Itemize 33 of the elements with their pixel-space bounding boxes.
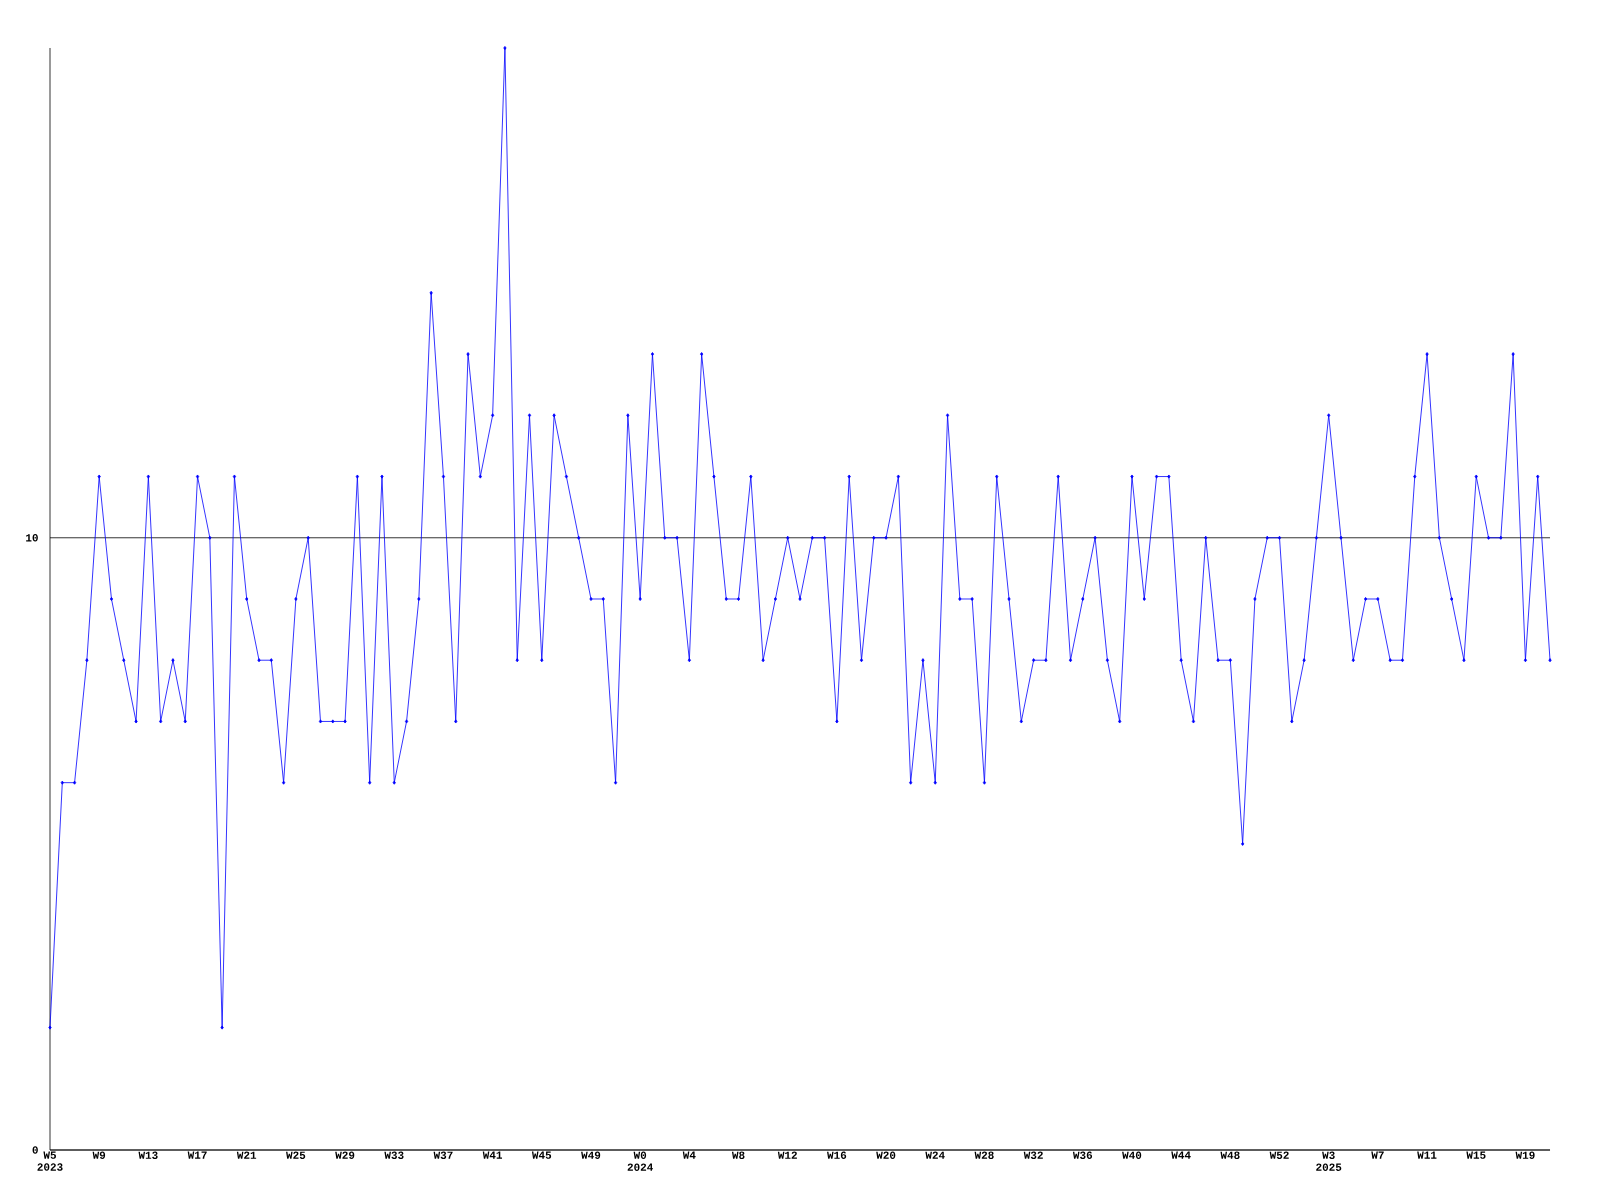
x-tick-label: W36: [1072, 1151, 1093, 1159]
x-tick-label: W15: [1466, 1151, 1486, 1159]
x-tick-label: W40: [1122, 1151, 1142, 1159]
x-tick-label: W29: [335, 1151, 355, 1159]
x-tick-label: W0 2024: [627, 1151, 653, 1171]
x-tick-label: W49: [581, 1151, 601, 1159]
x-tick-label: W48: [1220, 1151, 1240, 1159]
x-tick-label: W11: [1417, 1151, 1437, 1159]
x-tick-label: W16: [827, 1151, 847, 1159]
x-tick-label: W52: [1269, 1151, 1289, 1159]
x-tick-label: W12: [777, 1151, 797, 1159]
x-tick-label: W4: [682, 1151, 696, 1159]
x-tick-label: W24: [925, 1151, 945, 1159]
x-tick-label: W19: [1515, 1151, 1535, 1159]
x-tick-label: W21: [236, 1151, 257, 1159]
x-tick-label: W41: [482, 1151, 503, 1159]
x-tick-label: W13: [138, 1151, 158, 1159]
y-tick-label: 0: [32, 1146, 38, 1154]
x-tick-label: W9: [92, 1151, 106, 1159]
x-tick-label: W7: [1371, 1151, 1384, 1159]
x-tick-label: W5 2023: [37, 1151, 63, 1171]
y-tick-label: 10: [26, 534, 38, 542]
x-tick-label: W37: [433, 1151, 453, 1159]
x-tick-label: W25: [286, 1151, 306, 1159]
x-tick-label: W3 2025: [1316, 1151, 1342, 1171]
x-tick-label: W8: [731, 1151, 745, 1159]
x-tick-label: W20: [876, 1151, 896, 1159]
x-tick-label: W17: [187, 1151, 207, 1159]
x-tick-label: W33: [384, 1151, 404, 1159]
x-tick-label: W44: [1171, 1151, 1191, 1159]
x-tick-label: W28: [974, 1151, 994, 1159]
x-tick-label: W45: [531, 1151, 552, 1159]
x-tick-label: W32: [1023, 1151, 1043, 1159]
